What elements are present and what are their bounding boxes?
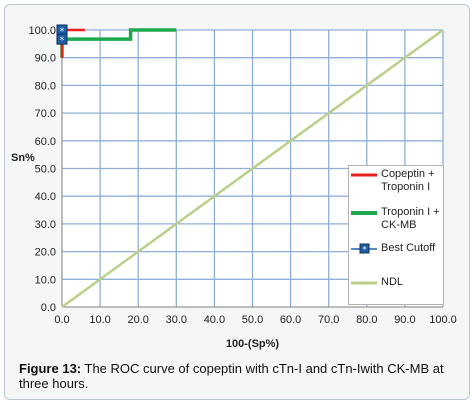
caption-label: Figure 13:: [19, 361, 82, 376]
y-tick-label: 40.0: [35, 191, 56, 203]
y-tick-label: 60.0: [35, 136, 56, 148]
x-tick-label: 30.0: [166, 314, 187, 326]
y-axis-title: Sn%: [11, 152, 35, 164]
x-tick-label: 40.0: [204, 314, 225, 326]
y-tick-label: 100.0: [28, 25, 56, 37]
y-tick-label: 20.0: [35, 247, 56, 259]
x-tick-label: 20.0: [127, 314, 148, 326]
legend-item-best-cutoff: * Best Cutoff: [351, 242, 443, 258]
legend-label-best-cutoff: Best Cutoff: [381, 242, 436, 254]
legend-item-copeptin: Copeptin + Troponin I: [351, 168, 443, 200]
series-line-3: [61, 28, 444, 309]
legend-item-troponin: Troponin I + CK-MB: [351, 206, 443, 238]
x-tick-label: 60.0: [280, 314, 301, 326]
x-tick-label: 80.0: [356, 314, 377, 326]
x-axis-title: 100-(Sp%): [226, 338, 280, 350]
x-tick-label: 10.0: [89, 314, 110, 326]
figure-panel: 0.0 10.0 20.0 30.0 40.0 50.0 60.0 70.0 80.0 90.0 1…: [4, 4, 470, 400]
best-cutoff-marker: [56, 33, 68, 45]
y-tick-label: 90.0: [35, 53, 56, 65]
figure-caption: Figure 13: The ROC curve of copeptin wit…: [19, 361, 459, 391]
y-tick-label: 30.0: [35, 219, 56, 231]
legend-label-ndl: NDL: [381, 276, 404, 288]
legend-marker-best-cutoff: [359, 243, 370, 254]
x-tick-label: 100.0: [429, 314, 457, 326]
best-cutoff-marker-star: *: [60, 36, 65, 46]
svg-text:*: *: [363, 245, 367, 254]
y-tick-label: 50.0: [35, 164, 56, 176]
x-tick-label: 70.0: [318, 314, 339, 326]
caption-text: The ROC curve of copeptin with cTn-I and…: [19, 361, 444, 391]
x-tick-label: 90.0: [394, 314, 415, 326]
legend-label-copeptin: Copeptin + Troponin I: [381, 168, 435, 193]
y-tick-label: 70.0: [35, 108, 56, 120]
x-tick-label: 0.0: [54, 314, 69, 326]
y-tick-label: 80.0: [35, 80, 56, 92]
y-tick-label: 0.0: [41, 302, 56, 314]
legend: Copeptin + Troponin I Troponin I + CK-MB…: [348, 165, 444, 305]
x-tick-label: 50.0: [242, 314, 263, 326]
y-tick-label: 10.0: [35, 274, 56, 286]
legend-item-ndl: NDL: [351, 276, 443, 292]
best-cutoff-marker-star: *: [60, 27, 65, 37]
legend-label-troponin: Troponin I + CK-MB: [381, 206, 440, 231]
